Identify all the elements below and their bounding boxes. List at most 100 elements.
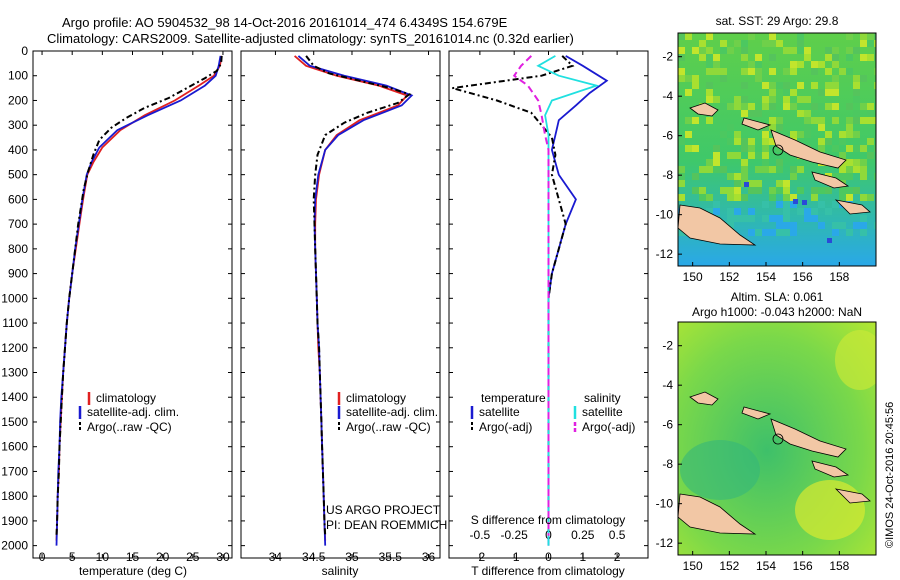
sst-pixel <box>706 54 713 61</box>
sst-pixel <box>741 138 748 145</box>
sst-pixel <box>720 166 727 173</box>
sst-pixel <box>797 82 804 89</box>
map-x-tick-label: 158 <box>829 559 849 573</box>
sst-pixel <box>685 131 692 138</box>
sst-pixel <box>699 47 706 54</box>
depth-tick-label: 1500 <box>1 415 28 429</box>
sst-pixel <box>846 117 853 124</box>
depth-tick-label: 1300 <box>1 366 28 380</box>
sst-pixel <box>867 103 874 110</box>
sst-pixel <box>846 54 853 61</box>
depth-tick-label: 600 <box>8 192 28 206</box>
sst-pixel <box>811 208 818 215</box>
sst-pixel <box>874 54 876 61</box>
sst-pixel <box>699 54 706 61</box>
sst-map-axes: 150 152 154 156 158 -2 -4 -6 -8 -10 -12 <box>656 50 850 284</box>
sst-pixel <box>874 222 876 229</box>
sst-pixel <box>776 215 783 222</box>
sst-pixel <box>720 131 727 138</box>
x-tick-label: 35.5 <box>379 550 403 564</box>
sst-pixel <box>804 124 811 131</box>
map-x-tick-label: 154 <box>756 559 776 573</box>
map-x-tick-label: 152 <box>719 270 739 284</box>
sst-pixel <box>846 47 853 54</box>
sst-pixel <box>818 201 825 208</box>
sst-pixel <box>846 166 853 173</box>
sst-pixel <box>839 131 846 138</box>
map-x-tick-label: 152 <box>719 559 739 573</box>
land-new-guinea <box>678 204 757 246</box>
map-y-tick-label: -6 <box>662 129 673 143</box>
sst-pixel <box>713 152 720 159</box>
sst-pixel <box>846 68 853 75</box>
sst-pixel <box>706 68 713 75</box>
x-tick-label: 0 <box>545 550 552 564</box>
sst-pixel <box>769 82 776 89</box>
sst-pixel <box>769 103 776 110</box>
sst-pixel <box>741 145 748 152</box>
sst-pixel <box>839 222 846 229</box>
sst-pixel <box>860 222 867 229</box>
sst-pixel <box>748 145 755 152</box>
sst-pixel <box>825 89 832 96</box>
sst-pixel <box>755 75 762 82</box>
sst-pixel <box>685 33 692 40</box>
land-island <box>834 488 871 504</box>
sst-pixel <box>720 40 727 47</box>
sst-pixel <box>762 40 769 47</box>
depth-tick-label: 1800 <box>1 489 28 503</box>
sst-pixel <box>783 229 790 236</box>
sst-pixel <box>748 68 755 75</box>
map-x-tick-label: 154 <box>756 270 776 284</box>
sst-pixel <box>762 96 769 103</box>
map-y-tick-label: -10 <box>656 208 674 222</box>
sst-pixel <box>734 208 741 215</box>
sst-pixel <box>797 33 804 40</box>
depth-tick-label: 1000 <box>1 291 28 305</box>
credit-text: ©IMOS 24-Oct-2016 20:45:56 <box>884 402 896 548</box>
sst-pixel <box>811 68 818 75</box>
sst-pixel <box>825 103 832 110</box>
sla-map <box>678 322 876 555</box>
top-tick-label: 0.25 <box>571 528 595 542</box>
land-island <box>834 199 871 215</box>
sst-pixel <box>874 117 876 124</box>
sst-pixel <box>783 82 790 89</box>
depth-tick-label: 2000 <box>1 539 28 553</box>
sst-pixel <box>797 166 804 173</box>
sst-pixel <box>867 40 874 47</box>
sst-pixel <box>818 61 825 68</box>
sst-pixel <box>678 166 685 173</box>
sst-pixel <box>769 194 776 201</box>
sst-pixel <box>678 33 685 40</box>
sst-pixel <box>713 96 720 103</box>
depth-tick-label: 100 <box>8 69 28 83</box>
sst-pixel <box>762 131 769 138</box>
legend-argo: Argo(..raw -QC) <box>346 420 431 434</box>
depth-tick-label: 300 <box>8 118 28 132</box>
sst-pixel <box>755 54 762 61</box>
sst-pixel <box>783 47 790 54</box>
sst-pixel <box>846 229 853 236</box>
sst-pixel <box>776 166 783 173</box>
sla-high <box>835 330 876 390</box>
sst-pixel <box>692 173 699 180</box>
sst-pixel <box>832 89 839 96</box>
sst-pixel <box>706 61 713 68</box>
series-line-argo-raw-qc- <box>305 55 412 536</box>
sst-pixel <box>678 138 685 145</box>
sst-pixel <box>783 180 790 187</box>
sst-pixel <box>832 61 839 68</box>
sst-pixel <box>846 159 853 166</box>
sst-pixel <box>727 222 734 229</box>
difference-xlabel-top: S difference from climatology <box>471 513 626 527</box>
sst-pixel <box>713 159 720 166</box>
sst-pixel <box>860 75 867 82</box>
sst-pixel <box>734 187 741 194</box>
map-y-tick-label: -2 <box>662 339 673 353</box>
sst-pixel <box>741 47 748 54</box>
series-line-temperature-satellite <box>547 55 609 546</box>
sst-pixel <box>741 40 748 47</box>
sla-map-axes: 150 152 154 156 158 -2 -4 -6 -8 -10 -12 <box>656 339 850 573</box>
